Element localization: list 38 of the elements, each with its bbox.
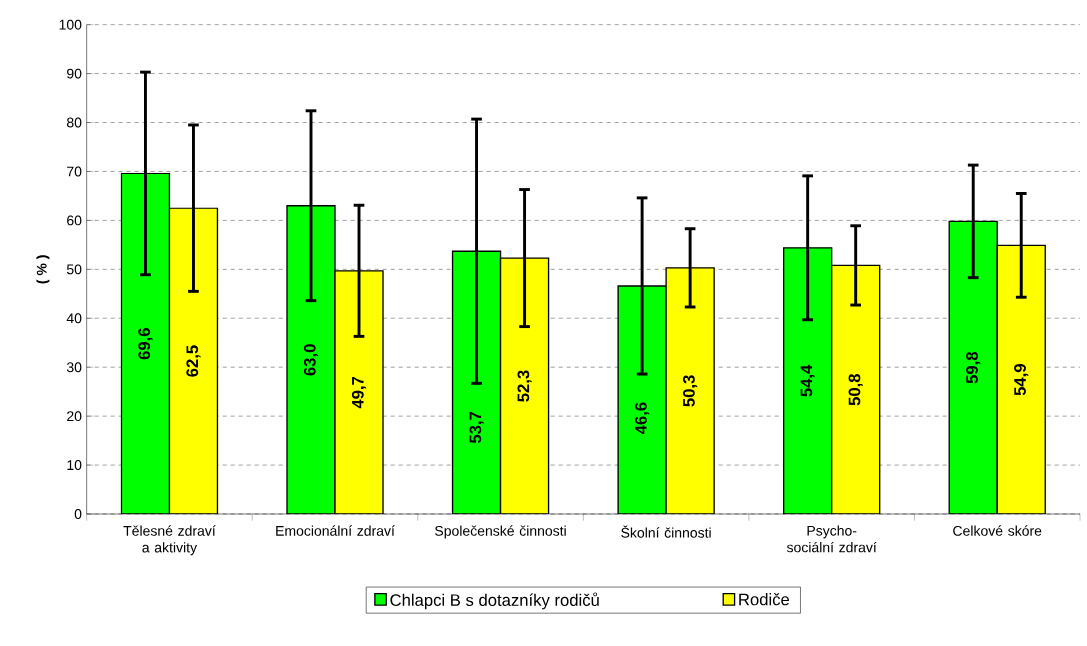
x-tick-label: Emocionální zdraví	[276, 525, 395, 536]
data-label: 50,3	[683, 375, 698, 407]
data-label: 62,5	[186, 345, 201, 377]
data-label: 49,7	[351, 376, 367, 409]
legend-label: Chlapci B s dotazníky rodičů	[390, 592, 599, 610]
x-tick-label: Psycho-sociální zdraví	[786, 525, 877, 553]
y-tick-label: 100	[59, 19, 82, 30]
y-tick-label: 40	[66, 313, 82, 324]
x-tick-label: Společenské činnosti	[435, 525, 566, 539]
bar	[831, 264, 881, 514]
y-tick-label: 10	[67, 460, 82, 471]
data-label: 54,4	[800, 364, 815, 397]
data-label: 69,6	[138, 328, 153, 360]
y-tick-label: 20	[67, 411, 82, 422]
y-tick-label: 70	[67, 166, 82, 177]
bar	[499, 257, 550, 514]
bar	[996, 244, 1046, 514]
y-tick-label: 60	[67, 215, 82, 226]
y-tick-label: 90	[67, 68, 82, 79]
data-label: 46,6	[635, 402, 650, 435]
bar	[168, 207, 219, 514]
x-tick-label: Celkové skóre	[953, 525, 1042, 536]
y-axis-title: ( % )	[36, 255, 50, 284]
bar	[665, 267, 715, 514]
x-tick-label: Školní činnosti	[621, 525, 711, 538]
data-label: 63,0	[303, 344, 319, 376]
y-tick-label: 30	[66, 362, 82, 373]
data-label: 53,7	[469, 411, 484, 444]
x-tick-label: Tělesné zdraví a aktivity	[123, 525, 216, 556]
data-label: 52,3	[517, 370, 532, 402]
y-tick-label: 50	[66, 264, 82, 275]
y-tick-label: 80	[66, 117, 82, 128]
bar	[334, 270, 384, 514]
data-label: 50,8	[848, 374, 863, 406]
y-tick-label: 0	[74, 509, 82, 519]
data-label: 54,9	[1014, 364, 1029, 396]
legend-label: Rodiče	[739, 593, 790, 606]
data-label: 59,8	[966, 351, 981, 384]
